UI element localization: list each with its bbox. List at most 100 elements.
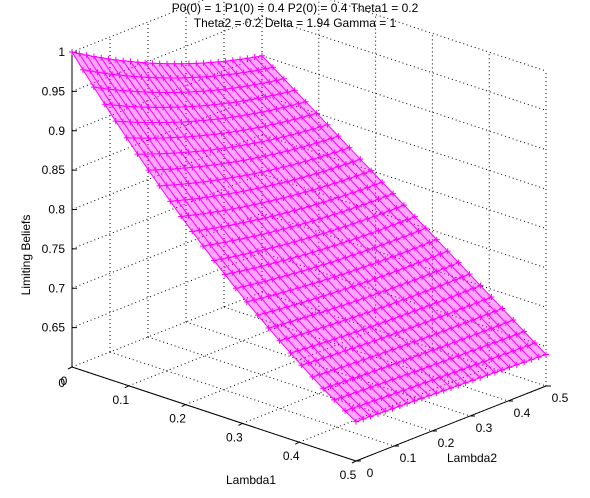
surface-marker: [393, 330, 400, 337]
surface-marker: [196, 163, 203, 170]
surface-marker: [371, 337, 378, 344]
surface-marker: [266, 107, 273, 114]
surface-marker: [287, 350, 294, 357]
surface-marker: [305, 359, 312, 366]
surface-marker: [185, 149, 192, 156]
surface-marker: [207, 87, 214, 94]
surface-marker: [273, 77, 280, 84]
surface-marker: [462, 319, 469, 326]
surface-marker: [233, 189, 240, 196]
surface-marker: [284, 147, 291, 154]
surface-marker: [328, 166, 335, 173]
surface-marker: [229, 205, 236, 212]
surface-marker: [510, 317, 517, 324]
surface-marker: [345, 361, 352, 368]
surface-marker: [244, 111, 251, 118]
surface-marker: [287, 255, 294, 262]
z-tick-label: 0: [58, 376, 65, 390]
surface-marker: [182, 103, 189, 110]
surface-marker: [316, 247, 323, 254]
x-tick-mark: [238, 422, 243, 426]
surface-marker: [287, 192, 294, 199]
surface-marker: [189, 164, 196, 171]
surface-marker: [299, 114, 305, 121]
surface-marker: [331, 180, 338, 187]
surface-marker: [313, 110, 320, 117]
surface-marker: [240, 219, 247, 226]
surface-marker: [309, 249, 316, 256]
surface-marker: [203, 226, 210, 233]
surface-marker: [338, 240, 345, 247]
surface-marker: [335, 288, 342, 295]
surface-marker: [415, 382, 422, 389]
surface-marker: [335, 163, 342, 170]
surface-marker: [324, 213, 331, 220]
z-tick-label: 0.75: [42, 242, 66, 256]
surface-marker: [455, 352, 462, 359]
surface-marker: [200, 178, 207, 185]
surface-marker: [349, 405, 356, 412]
surface-marker: [379, 210, 386, 217]
surface-marker: [244, 203, 250, 210]
surface-marker: [397, 250, 404, 257]
surface-marker: [120, 118, 126, 125]
surface-marker: [244, 141, 251, 148]
surface-marker: [225, 129, 232, 136]
surface-marker: [477, 314, 484, 321]
surface-marker: [364, 309, 371, 316]
x-tick-label: 0: [61, 374, 68, 388]
grid-line: [71, 291, 263, 368]
surface-marker: [94, 69, 101, 76]
surface-marker: [189, 103, 196, 110]
surface-marker: [404, 341, 411, 348]
surface-marker: [277, 149, 283, 156]
surface-marker: [309, 312, 316, 319]
surface-marker: [200, 243, 207, 250]
surface-marker: [440, 296, 447, 303]
surface-marker: [408, 324, 414, 331]
surface-marker: [455, 291, 462, 298]
surface-marker: [207, 59, 214, 66]
surface-marker: [360, 295, 367, 302]
surface-marker: [459, 274, 466, 281]
surface-marker: [386, 301, 393, 308]
surface-marker: [400, 327, 407, 334]
surface-marker: [455, 259, 462, 266]
surface-marker: [382, 408, 389, 415]
surface-marker: [280, 133, 287, 140]
surface-marker: [222, 239, 228, 246]
surface-marker: [149, 150, 156, 157]
surface-marker: [163, 119, 170, 126]
surface-marker: [302, 251, 309, 258]
surface-marker: [302, 189, 309, 196]
surface-marker: [371, 181, 378, 188]
surface-marker: [316, 371, 323, 378]
surface-marker: [276, 337, 283, 344]
surface-marker: [203, 162, 210, 169]
surface-marker: [324, 151, 331, 158]
surface-marker: [389, 315, 396, 322]
surface-marker: [313, 295, 320, 302]
surface-marker: [444, 248, 451, 255]
surface-marker: [408, 230, 415, 237]
surface-marker: [396, 373, 403, 380]
surface-marker: [415, 352, 422, 359]
surface-marker: [211, 101, 218, 108]
x-tick-label: 0.5: [340, 468, 357, 482]
surface-marker: [218, 192, 225, 199]
surface-marker: [255, 67, 262, 74]
surface-marker: [196, 74, 203, 81]
surface-marker: [251, 110, 258, 117]
surface-marker: [109, 102, 116, 109]
surface-marker: [415, 259, 422, 266]
surface-marker: [316, 278, 323, 285]
surface-marker: [200, 88, 207, 95]
surface-marker: [196, 102, 203, 109]
surface-marker: [244, 172, 251, 179]
surface-marker: [218, 160, 225, 167]
surface-marker: [378, 395, 385, 402]
surface-marker: [171, 89, 178, 96]
surface-marker: [335, 257, 342, 264]
surface-marker: [302, 128, 309, 135]
surface-marker: [306, 203, 313, 210]
